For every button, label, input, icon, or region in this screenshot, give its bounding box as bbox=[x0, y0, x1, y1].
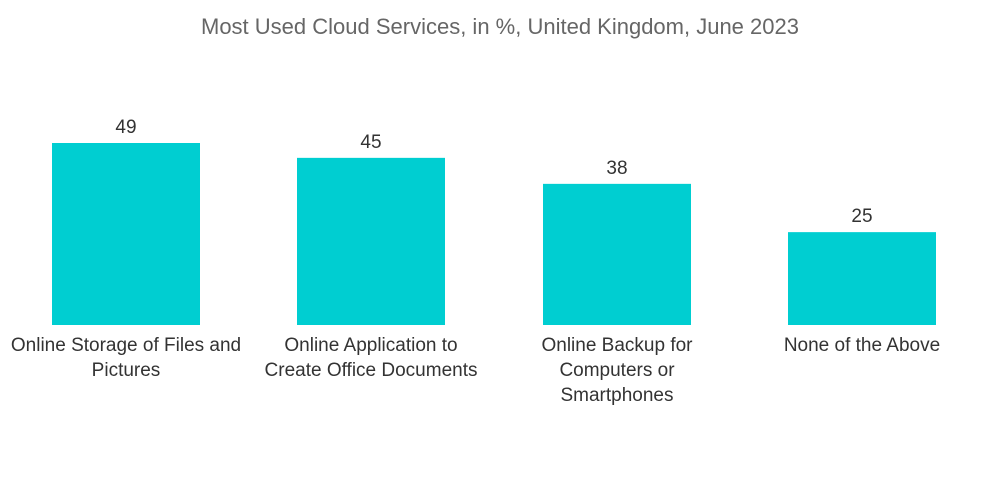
bar-2 bbox=[543, 183, 691, 325]
category-label-line: Online Application to bbox=[284, 335, 458, 356]
category-label-line: Smartphones bbox=[560, 385, 674, 406]
category-label-3: None of the Above bbox=[742, 333, 982, 358]
category-label-line: Online Storage of Files and bbox=[10, 335, 242, 356]
bar-0 bbox=[52, 143, 200, 325]
category-label-line: None of the Above bbox=[783, 335, 941, 356]
bar-3 bbox=[788, 232, 936, 325]
data-label-1: 45 bbox=[360, 132, 381, 153]
data-label-2: 38 bbox=[606, 158, 627, 179]
bar-1 bbox=[297, 157, 445, 325]
category-label-2: Online Backup for Computers or Smartphones bbox=[497, 333, 737, 408]
category-label-line: Computers or bbox=[559, 360, 675, 381]
category-label-line: Online Backup for bbox=[541, 335, 693, 356]
category-label-0: Online Storage of Files and Pictures bbox=[6, 333, 246, 383]
data-label-3: 25 bbox=[851, 206, 872, 227]
chart-title: Most Used Cloud Services, in %, United K… bbox=[201, 14, 799, 39]
category-label-line: Create Office Documents bbox=[264, 360, 478, 381]
category-label-1: Online Application to Create Office Docum… bbox=[251, 333, 491, 383]
category-label-line: Pictures bbox=[91, 360, 161, 381]
data-label-0: 49 bbox=[115, 117, 136, 138]
